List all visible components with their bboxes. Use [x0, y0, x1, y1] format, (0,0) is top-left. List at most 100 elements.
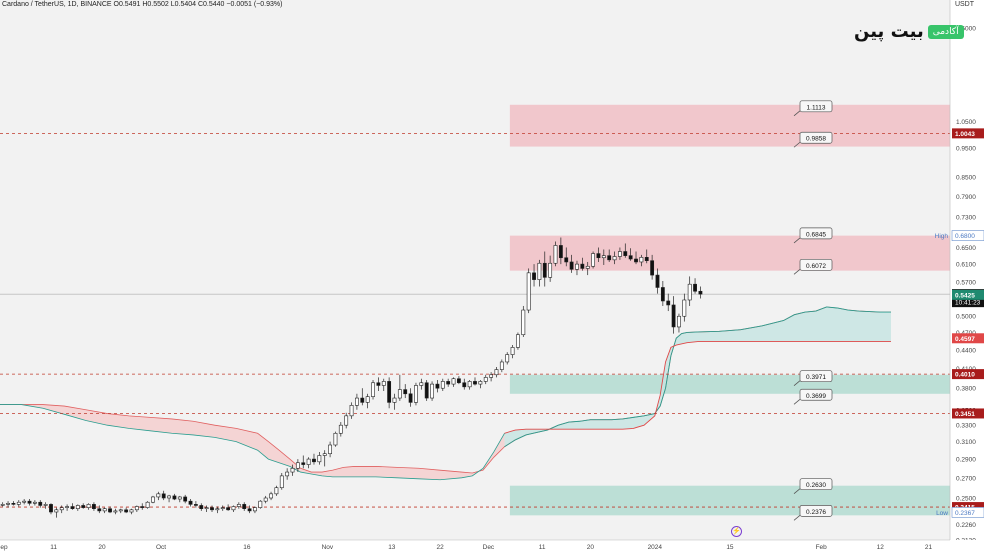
cloud-bullish — [504, 306, 891, 447]
y-tick-label: 0.5700 — [956, 279, 976, 286]
candle-body — [134, 506, 139, 511]
price-callouts: 1.1113 0.9858 0.6845 0.6072 0.3971 0.3699 0.26… — [793, 100, 833, 521]
currency-label[interactable]: USDT — [954, 1, 974, 8]
candle-body — [269, 493, 273, 499]
candle-body — [59, 507, 64, 511]
callout-pointer — [793, 488, 801, 495]
x-tick-label: Nov — [322, 544, 334, 551]
candle-body — [532, 272, 536, 280]
demand-zone — [509, 374, 950, 394]
low-marker-bg — [951, 507, 984, 518]
candle-body — [392, 397, 397, 403]
price-tag-bg — [952, 369, 984, 380]
candle-body — [430, 383, 434, 399]
cloud-bearish — [0, 404, 505, 480]
price-tag-bg — [952, 408, 984, 419]
candle-body — [569, 261, 574, 270]
candle-body — [660, 287, 665, 302]
candle-body — [440, 381, 445, 389]
x-tick-label: 12 — [877, 544, 885, 551]
candle-body — [618, 251, 622, 257]
candle-body — [677, 315, 681, 328]
candle-body — [75, 505, 80, 510]
price-callout: 0.3971 — [793, 370, 833, 386]
candle-body — [424, 382, 429, 399]
price-callout: 1.1113 — [793, 100, 833, 117]
candle-body — [655, 274, 660, 288]
candle-body — [22, 500, 27, 503]
low-marker-name: Low — [936, 510, 948, 517]
candle-body — [118, 509, 123, 512]
dashed-levels — [0, 132, 950, 508]
callout-box — [799, 258, 833, 271]
callout-pointer — [793, 110, 801, 117]
candle-body — [81, 505, 86, 508]
candle-body — [199, 505, 204, 510]
price-callout: 0.2630 — [793, 478, 833, 495]
candle-body — [6, 502, 10, 505]
cloud-span-a-bull — [504, 306, 891, 448]
candle-body — [102, 508, 107, 512]
candle-body — [381, 381, 386, 386]
y-tick-label: 0.3800 — [956, 386, 976, 393]
candle-body — [156, 493, 161, 498]
candle-body — [11, 502, 16, 505]
candle-body — [177, 496, 182, 500]
callout-label: 0.9858 — [806, 136, 826, 143]
candle-body — [129, 509, 134, 513]
price-tag-label: 0.4010 — [955, 372, 975, 379]
callout-box — [799, 370, 833, 383]
candle-body — [548, 262, 553, 278]
cloud-span-b — [0, 404, 505, 481]
candle-body — [591, 253, 595, 267]
candle-body — [521, 309, 526, 336]
callout-label: 1.1113 — [807, 104, 826, 111]
candle-body — [467, 381, 472, 388]
candle-body — [483, 377, 488, 382]
candle-body — [607, 255, 612, 261]
candle-body — [161, 493, 166, 499]
candle-body — [124, 509, 129, 513]
candle-body — [263, 497, 268, 502]
y-tick-label: 0.4400 — [956, 347, 976, 354]
price-callout: 0.2376 — [793, 504, 833, 521]
high-marker-bg — [951, 230, 984, 241]
candle-body — [70, 506, 75, 510]
callout-pointer — [793, 269, 801, 275]
candle-body — [290, 467, 295, 473]
candle-body — [193, 504, 198, 506]
price-callout: 0.3699 — [793, 388, 833, 405]
price-callout: 0.6072 — [793, 258, 833, 275]
x-tick-label: Feb — [816, 544, 828, 551]
candle-body — [360, 397, 365, 403]
y-tick-label: 0.7900 — [956, 194, 976, 201]
candle-body — [671, 304, 676, 328]
candle-body — [285, 471, 290, 477]
candle-body — [537, 262, 542, 280]
price-axis[interactable]: 1.5000 1.0500 0.9500 0.8500 0.7900 0.7300 0.65… — [935, 0, 984, 554]
candle-body — [247, 508, 252, 512]
time-axis[interactable]: ep 11 20 Oct 16 Nov 13 22 Dec 11 20 2024 15 Feb 12 21 — [0, 539, 984, 554]
candle-body — [183, 496, 188, 502]
candle-body — [371, 382, 375, 397]
price-tag-bg — [952, 333, 984, 344]
candle-body — [650, 260, 655, 276]
candle-body — [279, 475, 284, 489]
candle-body — [54, 509, 59, 513]
candle-body — [27, 500, 32, 504]
candle-body — [494, 369, 499, 376]
y-tick-label: 0.3300 — [956, 423, 976, 430]
candle-body — [489, 374, 494, 378]
candle-body — [38, 501, 43, 506]
candle-body — [32, 501, 37, 504]
candle-body — [86, 504, 91, 508]
x-tick-label: ep — [0, 544, 8, 551]
cloud-span-b-bull — [504, 341, 891, 434]
y-tick-label: 1.0500 — [956, 119, 976, 126]
candle-body — [682, 299, 687, 317]
candle-body — [172, 495, 177, 500]
lightning-icon[interactable]: ⚡ — [731, 526, 742, 537]
zones-layer — [509, 104, 950, 516]
candle-body — [403, 389, 408, 395]
